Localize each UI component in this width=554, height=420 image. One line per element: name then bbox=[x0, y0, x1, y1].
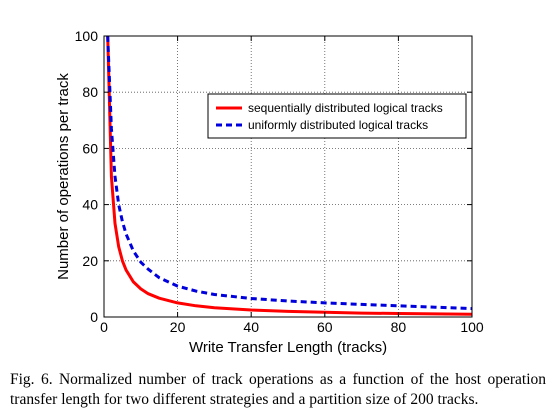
y-tick-label: 0 bbox=[90, 309, 98, 325]
x-axis-label: Write Transfer Length (tracks) bbox=[189, 339, 387, 356]
y-tick-label: 80 bbox=[82, 84, 98, 100]
x-tick-label: 20 bbox=[170, 319, 186, 335]
plot-frame bbox=[103, 35, 473, 318]
y-tick-label: 20 bbox=[82, 253, 98, 269]
series-line-1 bbox=[106, 35, 473, 311]
x-tick-label: 100 bbox=[460, 319, 484, 335]
legend-label-1: uniformly distributed logical tracks bbox=[248, 118, 428, 132]
x-tick-label: 80 bbox=[391, 319, 407, 335]
figure-caption: Fig. 6. Normalized number of track opera… bbox=[10, 371, 546, 408]
data-series bbox=[106, 35, 473, 316]
y-tick-labels: 0 20 40 60 80 100 bbox=[75, 28, 99, 325]
grid-lines bbox=[104, 36, 472, 317]
x-tick-label: 40 bbox=[243, 319, 259, 335]
x-tick-labels: 0 20 40 60 80 100 bbox=[100, 319, 484, 335]
legend-label-0: sequentially distributed logical tracks bbox=[248, 101, 443, 115]
legend: sequentially distributed logical tracks u… bbox=[207, 93, 467, 139]
y-tick-label: 60 bbox=[82, 140, 98, 156]
chart-background bbox=[0, 0, 554, 360]
y-tick-label: 40 bbox=[82, 197, 98, 213]
legend-box bbox=[207, 93, 467, 139]
y-axis-label: Number of operations per track bbox=[55, 73, 72, 280]
line-chart: 0 20 40 60 80 100 0 20 40 60 80 100 Write Transfer… bbox=[0, 0, 554, 360]
series-line-0 bbox=[106, 35, 473, 316]
y-tick-label: 100 bbox=[75, 28, 99, 44]
axis-ticks bbox=[103, 35, 473, 318]
x-tick-label: 60 bbox=[317, 319, 333, 335]
x-tick-label: 0 bbox=[100, 319, 108, 335]
